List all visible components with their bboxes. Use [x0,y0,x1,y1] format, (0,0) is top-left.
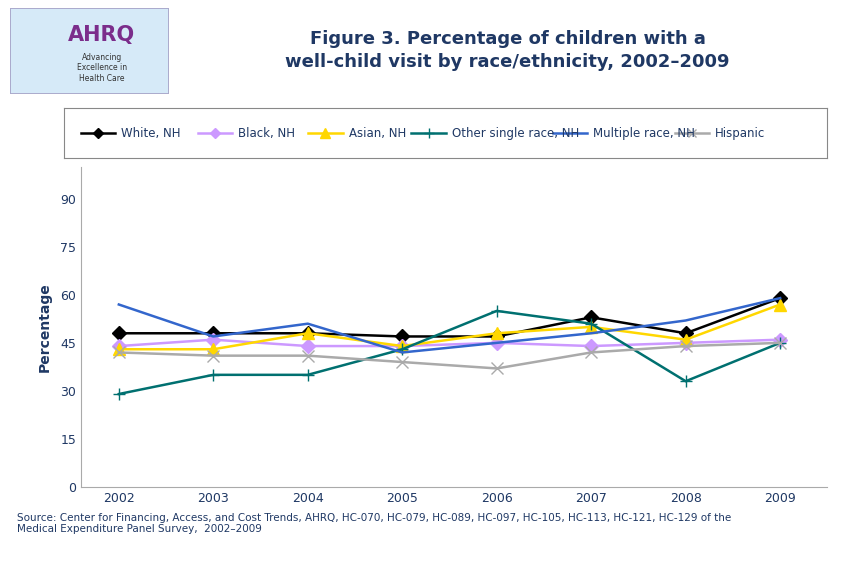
Text: Black, NH: Black, NH [238,127,295,139]
Text: White, NH: White, NH [121,127,181,139]
Text: Other single race, NH: Other single race, NH [452,127,579,139]
Text: Hispanic: Hispanic [714,127,764,139]
Y-axis label: Percentage: Percentage [37,282,52,372]
Text: Figure 3. Percentage of children with a
well-child visit by race/ethnicity, 2002: Figure 3. Percentage of children with a … [285,30,729,71]
Text: AHRQ: AHRQ [68,25,135,46]
Text: Multiple race, NH: Multiple race, NH [592,127,694,139]
Text: Source: Center for Financing, Access, and Cost Trends, AHRQ, HC-070, HC-079, HC-: Source: Center for Financing, Access, an… [17,513,730,535]
Text: Asian, NH: Asian, NH [348,127,406,139]
Text: Advancing
Excellence in
Health Care: Advancing Excellence in Health Care [77,53,127,82]
